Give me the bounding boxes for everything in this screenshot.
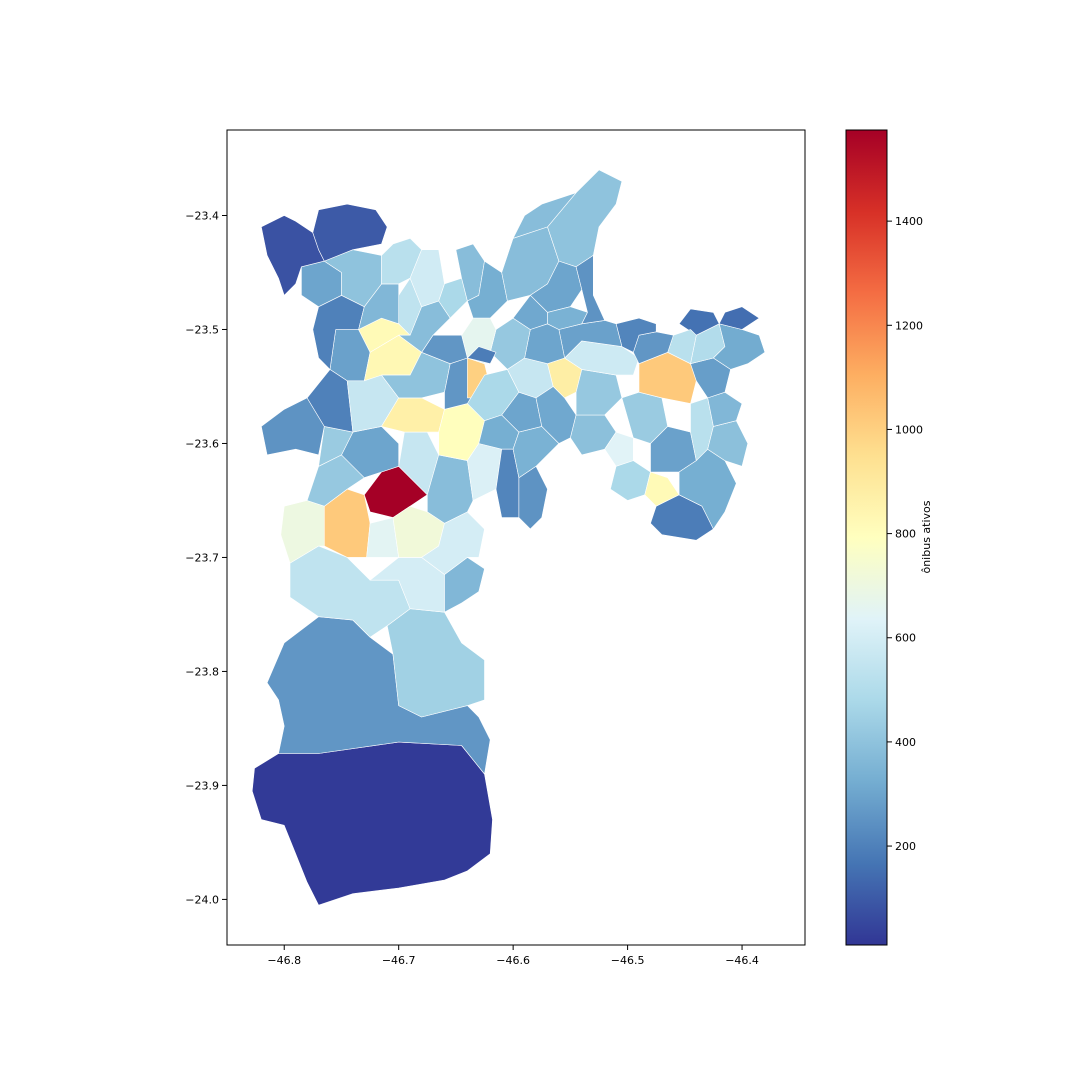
x-axis-ticks: −46.8 −46.7 −46.6 −46.5 −46.4	[267, 945, 759, 967]
district-59	[615, 317, 657, 353]
district-85	[575, 255, 606, 325]
y-tick-label: −24.0	[185, 893, 219, 906]
y-tick-label: −23.7	[185, 551, 219, 564]
colorbar-tick-label: 800	[895, 528, 916, 541]
district-4	[289, 545, 411, 638]
y-tick-label: −23.6	[185, 437, 219, 450]
district-74	[381, 238, 422, 285]
colorbar	[845, 129, 888, 946]
district-32	[518, 465, 548, 530]
district-73	[323, 249, 382, 308]
colorbar-tick-label: 1000	[895, 423, 923, 436]
y-tick-label: −23.4	[185, 209, 219, 222]
district-61	[524, 323, 565, 365]
map-axes-frame	[226, 129, 806, 946]
colorbar-label: ônibus ativos	[920, 500, 933, 573]
district-81	[512, 192, 577, 239]
x-tick-label: −46.7	[382, 954, 416, 967]
x-tick-label: −46.5	[611, 954, 645, 967]
district-1	[251, 741, 493, 906]
district-68	[398, 277, 422, 336]
colorbar-tick-label: 1200	[895, 319, 923, 332]
district-16	[341, 426, 400, 479]
district-42	[610, 460, 651, 501]
district-3	[386, 608, 485, 718]
colorbar-ticks: 200 400 600 800 1000 1200 1400	[887, 215, 923, 853]
district-43	[644, 471, 680, 507]
colorbar-tick-label: 600	[895, 632, 916, 645]
y-tick-label: −23.9	[185, 779, 219, 792]
district-65	[467, 346, 497, 365]
district-78	[467, 260, 508, 319]
district-12	[421, 511, 485, 575]
y-tick-label: −23.8	[185, 665, 219, 678]
y-axis-ticks: −23.4 −23.5 −23.6 −23.7 −23.8 −23.9 −24.0	[185, 209, 227, 906]
district-41	[604, 431, 634, 467]
district-80	[547, 169, 623, 268]
district-55	[718, 306, 760, 330]
colorbar-tick-label: 200	[895, 840, 916, 853]
y-tick-label: −23.5	[185, 323, 219, 336]
district-86	[260, 215, 325, 296]
colorbar-tick-label: 1400	[895, 215, 923, 228]
x-tick-label: −46.4	[725, 954, 759, 967]
map-districts-layer	[251, 169, 766, 906]
x-tick-label: −46.6	[496, 954, 530, 967]
x-tick-label: −46.8	[267, 954, 301, 967]
district-50	[707, 391, 743, 427]
colorbar-tick-label: 400	[895, 736, 916, 749]
district-39	[575, 369, 623, 416]
district-87	[312, 203, 388, 262]
district-54	[713, 323, 766, 370]
district-83	[512, 294, 548, 330]
